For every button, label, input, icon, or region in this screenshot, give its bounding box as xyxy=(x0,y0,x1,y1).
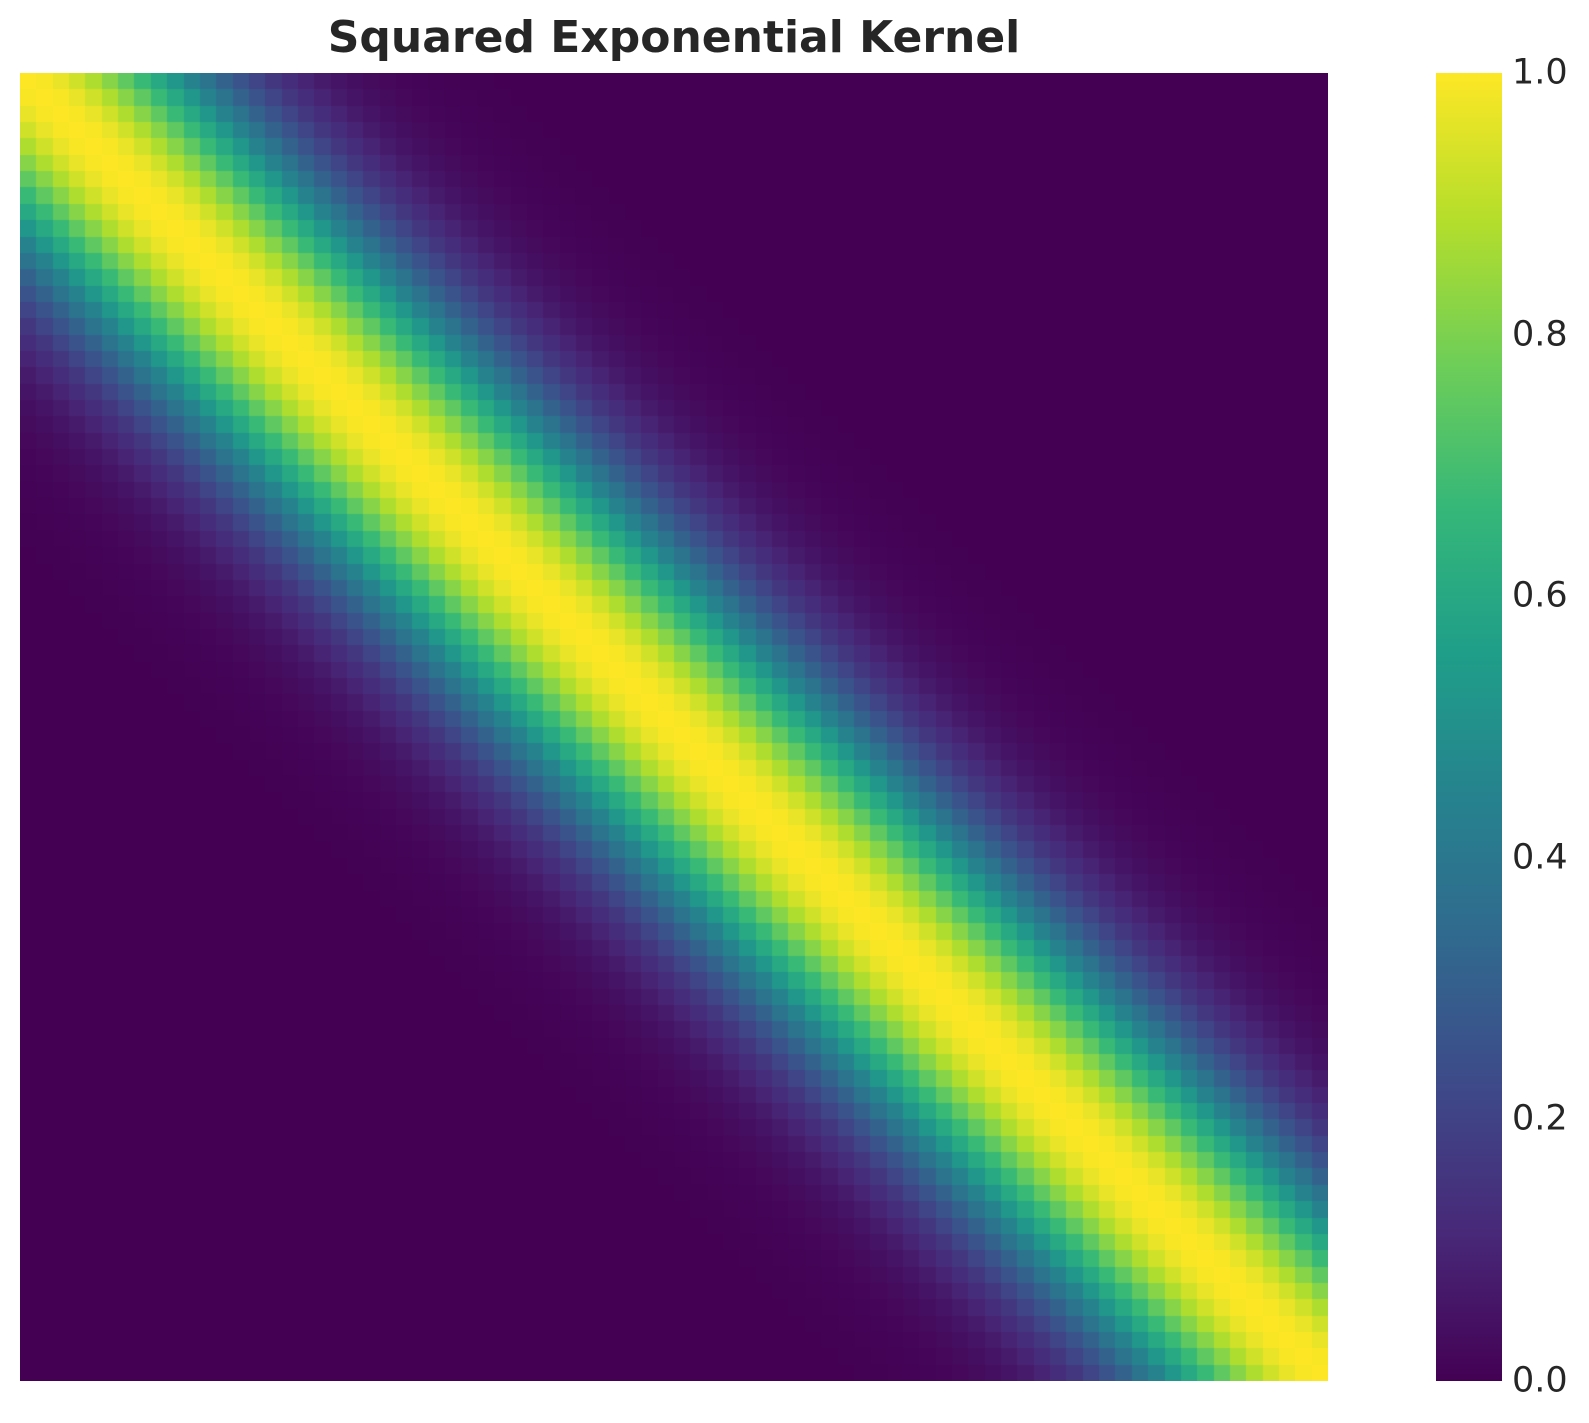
colorbar-tick-label: 0.2 xyxy=(1512,1098,1568,1139)
colorbar xyxy=(1436,73,1502,1381)
colorbar-tick-label: 0.0 xyxy=(1512,1360,1568,1401)
chart-title: Squared Exponential Kernel xyxy=(327,12,1021,63)
heatmap-plot xyxy=(20,73,1328,1381)
colorbar-tick-label: 0.8 xyxy=(1512,314,1568,355)
colorbar-tick-label: 0.6 xyxy=(1512,575,1568,616)
colorbar-tick-label: 1.0 xyxy=(1512,52,1568,93)
colorbar-tick-label: 0.4 xyxy=(1512,837,1568,878)
